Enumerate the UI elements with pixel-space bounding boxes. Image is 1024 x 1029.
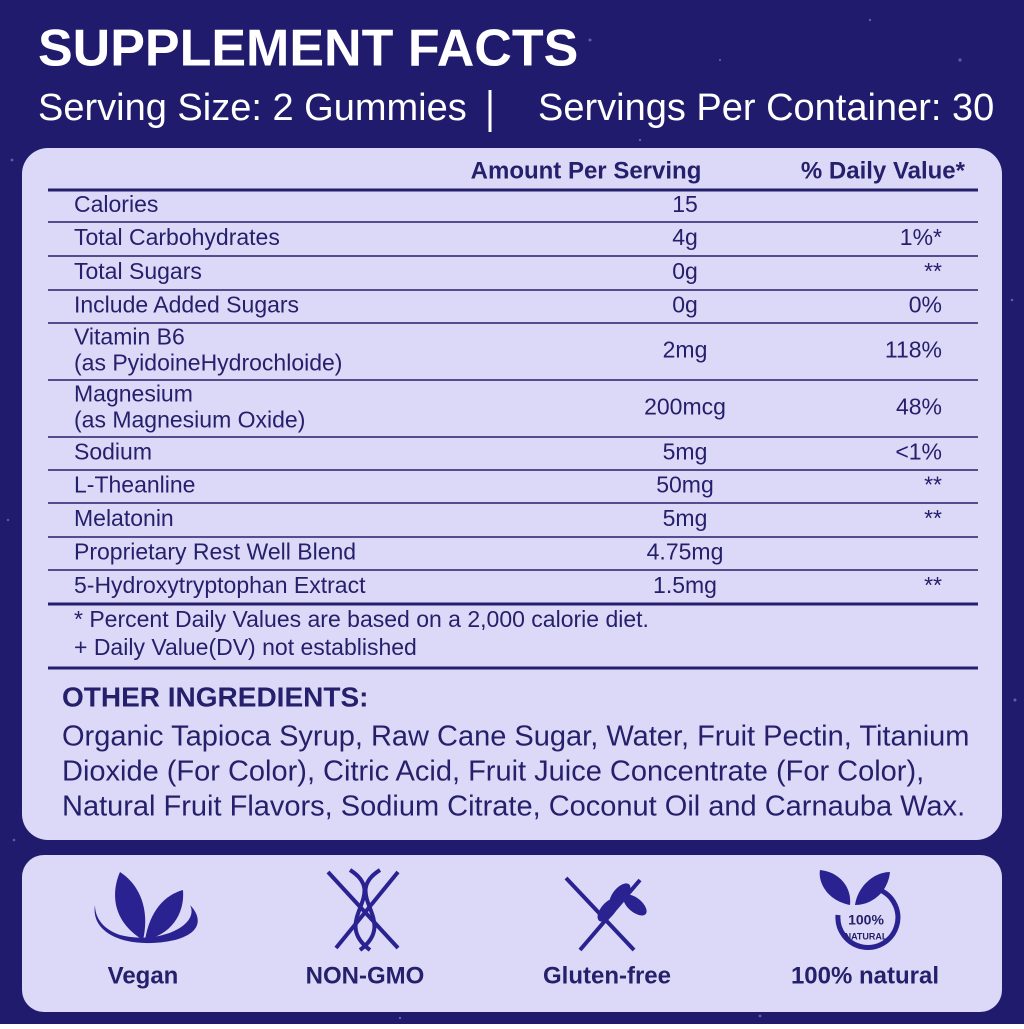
nutrient-name: Sodium xyxy=(74,439,152,465)
nutrient-name: Total Carbohydrates xyxy=(74,224,280,250)
icon-text: NATURAL xyxy=(845,931,888,941)
badge-label: Vegan xyxy=(108,962,179,989)
serving-size: Serving Size: 2 Gummies xyxy=(38,87,467,129)
badges: Vegan NON-GMO Gluten-free 100% natural xyxy=(108,962,939,989)
nutrient-name: Proprietary Rest Well Blend xyxy=(74,539,356,565)
ingredients-line: Organic Tapioca Syrup, Raw Cane Sugar, W… xyxy=(62,721,969,753)
section-title: OTHER INGREDIENTS: xyxy=(62,681,368,712)
amount: 0g xyxy=(672,258,698,284)
daily-value: ** xyxy=(924,258,942,284)
ingredients-line: Dioxide (For Color), Citric Acid, Fruit … xyxy=(62,756,924,788)
column-header: % Daily Value* xyxy=(801,157,966,184)
ingredients-line: Natural Fruit Flavors, Sodium Citrate, C… xyxy=(62,791,965,823)
amount: 4.75mg xyxy=(647,539,724,565)
nutrient-name: Vitamin B6 xyxy=(74,324,185,350)
icon-text: 100% xyxy=(848,912,884,928)
amount: 200mcg xyxy=(644,394,726,420)
title: SUPPLEMENT FACTS xyxy=(38,20,578,78)
nutrient-name: L-Theanline xyxy=(74,472,195,498)
nutrient-note: (as Magnesium Oxide) xyxy=(74,407,305,433)
amount: 2mg xyxy=(663,337,708,363)
nutrient-name: Calories xyxy=(74,191,158,217)
column-header: Amount Per Serving xyxy=(471,157,702,184)
nutrient-name: Include Added Sugars xyxy=(74,292,299,318)
amount: 15 xyxy=(672,191,698,217)
badge-label: Gluten-free xyxy=(543,962,671,989)
amount: 1.5mg xyxy=(653,572,717,598)
badge-panel xyxy=(22,855,1002,1012)
daily-value: 1%* xyxy=(900,224,942,250)
nutrient-name: 5-Hydroxytryptophan Extract xyxy=(74,572,366,598)
daily-value: ** xyxy=(924,472,942,498)
daily-value: 0% xyxy=(909,292,942,318)
badge-label: NON-GMO xyxy=(306,962,425,989)
footnote: + Daily Value(DV) not established xyxy=(74,634,417,660)
servings-per-container: Servings Per Container: 30 xyxy=(538,87,994,129)
amount: 5mg xyxy=(663,439,708,465)
nutrient-name: Melatonin xyxy=(74,505,174,531)
amount: 50mg xyxy=(656,472,714,498)
amount: 4g xyxy=(672,224,698,250)
nutrient-name: Magnesium xyxy=(74,381,193,407)
daily-value: 48% xyxy=(896,394,942,420)
vegan-icon xyxy=(94,872,198,944)
non-gmo-icon xyxy=(326,868,400,952)
gluten-free-icon xyxy=(564,876,647,952)
table-rows: Calories 15 Total Carbohydrates 4g 1%* Total … xyxy=(48,191,978,598)
amount: 0g xyxy=(672,292,698,318)
nutrient-note: (as PyidoineHydrochloide) xyxy=(74,350,342,376)
amount: 5mg xyxy=(663,505,708,531)
nutrient-name: Total Sugars xyxy=(74,258,202,284)
daily-value: <1% xyxy=(895,439,942,465)
daily-value: ** xyxy=(924,505,942,531)
badge-label: 100% natural xyxy=(791,962,939,989)
footnote: * Percent Daily Values are based on a 2,… xyxy=(74,606,649,632)
daily-value: 118% xyxy=(885,337,942,363)
daily-value: ** xyxy=(924,572,942,598)
natural-icon xyxy=(819,870,901,950)
stars xyxy=(6,18,1017,1020)
